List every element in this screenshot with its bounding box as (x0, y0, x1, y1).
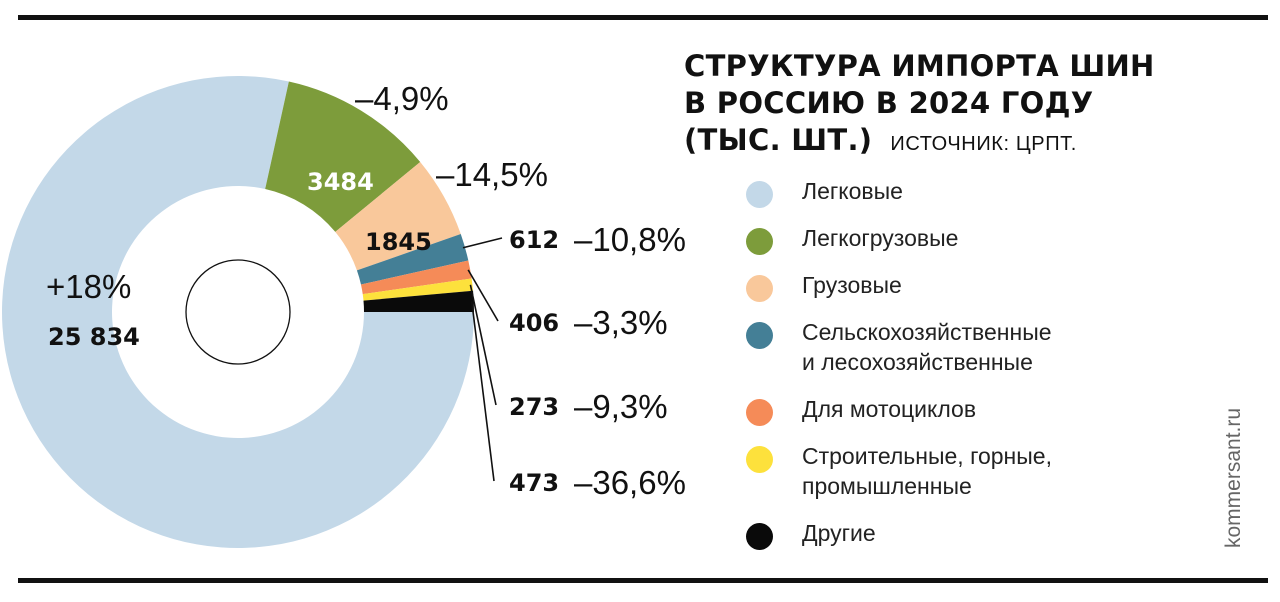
legend-item: Сельскохозяйственные и лесохозяйственные (746, 317, 1052, 377)
title-line-1: СТРУКТУРА ИМПОРТА ШИН (684, 49, 1155, 83)
legend-swatch (746, 523, 773, 550)
top-rule (18, 15, 1268, 20)
legend-item: Легковые (746, 176, 1052, 208)
legend-swatch (746, 275, 773, 302)
value-label-6: 473 (509, 469, 559, 497)
legend: Легковые Легкогрузовые Грузовые Сельскохозя… (746, 176, 1052, 565)
legend-swatch (746, 228, 773, 255)
legend-item: Другие (746, 518, 1052, 550)
leader-line-4 (467, 269, 499, 322)
value-label-2: 1845 (365, 228, 432, 256)
legend-swatch (746, 446, 773, 473)
pie-slice-2 (335, 162, 461, 271)
pie-slice-5 (362, 278, 474, 301)
legend-label: Для мотоциклов (802, 396, 977, 422)
legend-swatch (746, 181, 773, 208)
site-credit: kommersant.ru (1222, 407, 1245, 548)
change-label-5: –9,3% (574, 388, 668, 425)
legend-label: Другие (802, 520, 876, 546)
change-label-2: –14,5% (436, 156, 548, 193)
bottom-rule (18, 578, 1268, 583)
leader-line-3 (462, 237, 503, 249)
legend-item: Легкогрузовые (746, 223, 1052, 255)
change-label-0: +18% (46, 268, 131, 305)
legend-label: Легкогрузовые (802, 225, 959, 251)
chart-title: СТРУКТУРА ИМПОРТА ШИН В РОССИЮ В 2024 ГО… (684, 48, 1155, 163)
legend-label: Сельскохозяйственные (802, 319, 1052, 345)
legend-label: и лесохозяйственные (802, 349, 1033, 375)
pie-slice-6 (363, 290, 474, 312)
legend-swatch (746, 399, 773, 426)
legend-swatch (746, 322, 773, 349)
pie-slice-1 (265, 81, 421, 232)
leader-line-6 (470, 301, 495, 482)
legend-label: промышленные (802, 473, 972, 499)
value-label-1: 3484 (307, 168, 374, 196)
legend-label: Грузовые (802, 272, 902, 298)
change-label-3: –10,8% (574, 221, 686, 258)
legend-label: Строительные, горные, (802, 443, 1052, 469)
value-label-4: 406 (509, 309, 559, 337)
leader-line-5 (469, 284, 497, 406)
legend-item: Для мотоциклов (746, 394, 1052, 426)
pie-slice-3 (356, 234, 469, 285)
change-label-4: –3,3% (574, 304, 668, 341)
donut-chart: 25 834 +18% 3484 –4,9% 1845 –14,5% 612 –10,8% 40… (1, 75, 686, 548)
pie-slice-4 (360, 260, 472, 295)
source-note: ИСТОЧНИК: ЦРПТ. (890, 133, 1077, 155)
value-label-5: 273 (509, 393, 559, 421)
donut-hole-ring (185, 259, 291, 365)
title-line-2: В РОССИЮ В 2024 ГОДУ (684, 86, 1094, 120)
legend-label: Легковые (802, 178, 903, 204)
value-label-3: 612 (509, 226, 559, 254)
legend-item: Грузовые (746, 270, 1052, 302)
change-label-6: –36,6% (574, 464, 686, 501)
legend-item: Строительные, горные, промышленные (746, 441, 1052, 501)
pie-slice-0 (1, 75, 474, 548)
title-line-3: (ТЫС. ШТ.) (684, 123, 873, 157)
change-label-1: –4,9% (355, 80, 449, 117)
value-label-0: 25 834 (48, 323, 140, 351)
